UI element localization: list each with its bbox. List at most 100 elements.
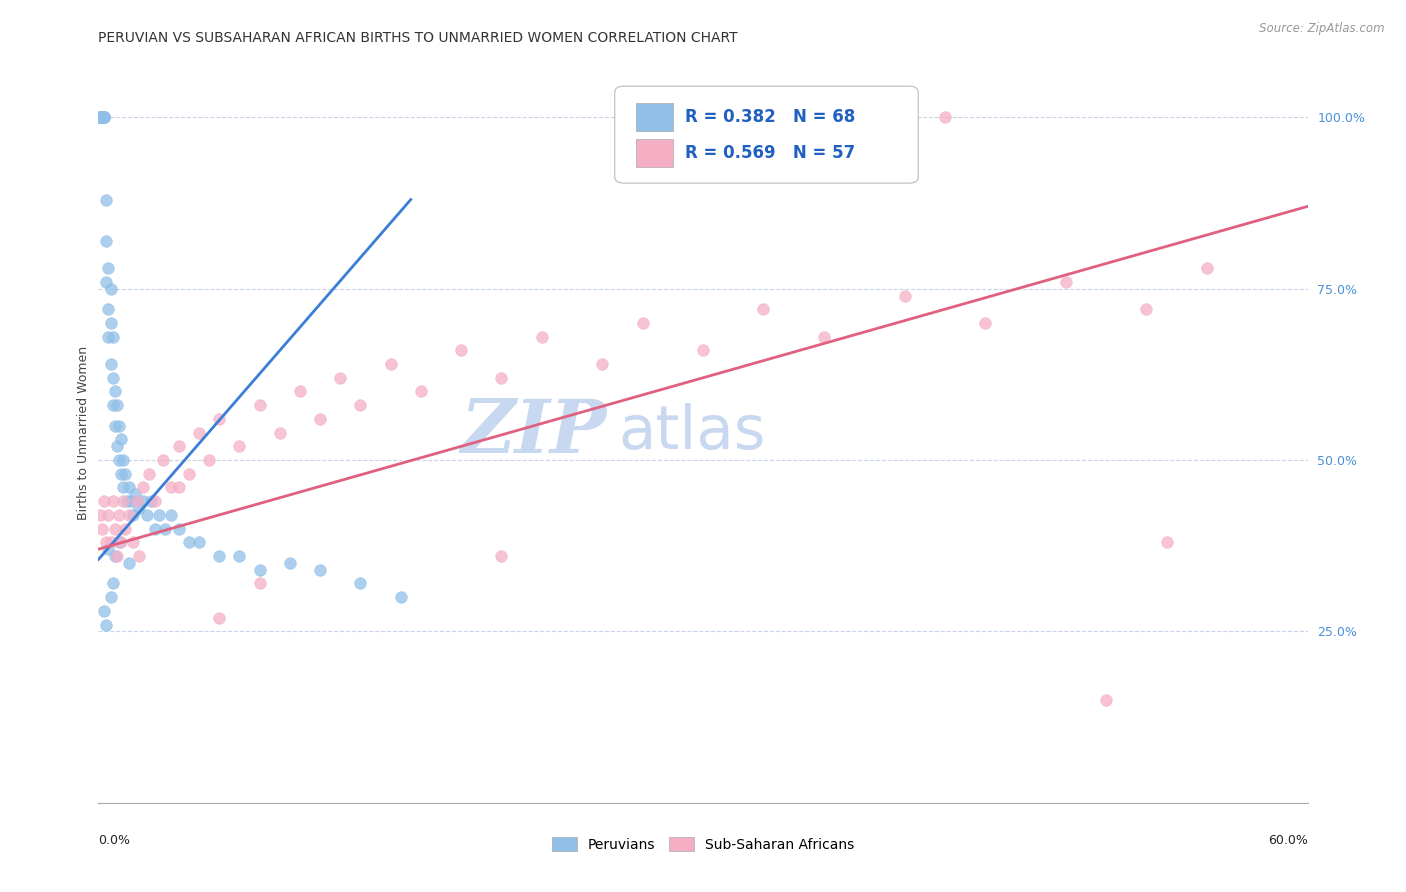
Point bbox=[228, 549, 250, 563]
Point bbox=[389, 590, 412, 604]
Point bbox=[249, 398, 271, 412]
Point bbox=[143, 494, 166, 508]
Point bbox=[110, 535, 132, 549]
Point bbox=[179, 535, 201, 549]
FancyBboxPatch shape bbox=[637, 103, 672, 131]
Point bbox=[188, 535, 211, 549]
Point bbox=[631, 316, 654, 330]
Point bbox=[96, 275, 118, 289]
Point bbox=[111, 480, 134, 494]
Point bbox=[1156, 535, 1178, 549]
Point bbox=[309, 563, 332, 577]
Point bbox=[132, 480, 155, 494]
Point bbox=[114, 522, 136, 536]
Text: PERUVIAN VS SUBSAHARAN AFRICAN BIRTHS TO UNMARRIED WOMEN CORRELATION CHART: PERUVIAN VS SUBSAHARAN AFRICAN BIRTHS TO… bbox=[98, 31, 738, 45]
Point bbox=[101, 398, 124, 412]
Point bbox=[105, 398, 128, 412]
Point bbox=[125, 494, 148, 508]
Point bbox=[89, 110, 111, 124]
Point bbox=[107, 535, 129, 549]
Point bbox=[530, 329, 553, 343]
Point bbox=[100, 316, 122, 330]
Point bbox=[110, 467, 132, 481]
Point bbox=[179, 467, 201, 481]
Point bbox=[491, 549, 513, 563]
Point bbox=[93, 110, 115, 124]
Point bbox=[288, 384, 311, 399]
Point bbox=[591, 357, 613, 371]
Point bbox=[93, 110, 115, 124]
Point bbox=[110, 433, 132, 447]
Point bbox=[101, 494, 124, 508]
Point bbox=[1135, 302, 1157, 317]
Point bbox=[105, 439, 128, 453]
Point bbox=[228, 439, 250, 453]
Point bbox=[96, 617, 118, 632]
Point bbox=[1054, 275, 1077, 289]
Point bbox=[349, 576, 371, 591]
Y-axis label: Births to Unmarried Women: Births to Unmarried Women bbox=[77, 345, 90, 520]
Point bbox=[249, 563, 271, 577]
Point bbox=[118, 480, 141, 494]
Point bbox=[111, 494, 134, 508]
Point bbox=[278, 556, 301, 570]
Point bbox=[139, 494, 162, 508]
Text: Source: ZipAtlas.com: Source: ZipAtlas.com bbox=[1260, 22, 1385, 36]
Point bbox=[309, 412, 332, 426]
Point bbox=[91, 110, 114, 124]
Point bbox=[121, 535, 143, 549]
Point bbox=[97, 302, 120, 317]
FancyBboxPatch shape bbox=[637, 138, 672, 167]
Text: 60.0%: 60.0% bbox=[1268, 833, 1308, 847]
Text: R = 0.569   N = 57: R = 0.569 N = 57 bbox=[685, 144, 855, 161]
Point bbox=[89, 110, 111, 124]
Point bbox=[107, 418, 129, 433]
Point bbox=[974, 316, 997, 330]
Point bbox=[269, 425, 291, 440]
Point bbox=[103, 418, 125, 433]
Point bbox=[93, 494, 115, 508]
Point bbox=[249, 576, 271, 591]
Point bbox=[188, 425, 211, 440]
Point bbox=[813, 329, 835, 343]
Point bbox=[491, 371, 513, 385]
Point bbox=[100, 282, 122, 296]
Point bbox=[143, 522, 166, 536]
Point bbox=[111, 453, 134, 467]
Point bbox=[118, 556, 141, 570]
Point bbox=[115, 494, 138, 508]
Point bbox=[93, 604, 115, 618]
Point bbox=[1095, 693, 1118, 707]
Point bbox=[1195, 261, 1218, 276]
Point bbox=[167, 522, 190, 536]
Point bbox=[160, 508, 183, 522]
Legend: Peruvians, Sub-Saharan Africans: Peruvians, Sub-Saharan Africans bbox=[544, 830, 862, 859]
Point bbox=[450, 343, 472, 358]
Point bbox=[752, 302, 775, 317]
Point bbox=[93, 110, 115, 124]
Point bbox=[152, 453, 174, 467]
Point bbox=[128, 549, 150, 563]
Point bbox=[89, 110, 111, 124]
Point bbox=[105, 549, 128, 563]
Point bbox=[101, 576, 124, 591]
Point bbox=[853, 110, 876, 124]
Point bbox=[103, 522, 125, 536]
Point bbox=[101, 329, 124, 343]
Point bbox=[198, 453, 221, 467]
Point bbox=[692, 343, 714, 358]
Point bbox=[97, 261, 120, 276]
Point bbox=[101, 371, 124, 385]
Point bbox=[893, 288, 915, 302]
Point bbox=[114, 467, 136, 481]
Point bbox=[349, 398, 371, 412]
Point bbox=[167, 480, 190, 494]
Point bbox=[120, 494, 142, 508]
Point bbox=[93, 110, 115, 124]
FancyBboxPatch shape bbox=[614, 87, 918, 183]
Point bbox=[97, 542, 120, 557]
Text: R = 0.382   N = 68: R = 0.382 N = 68 bbox=[685, 108, 855, 127]
Point bbox=[97, 329, 120, 343]
Point bbox=[107, 508, 129, 522]
Point bbox=[96, 234, 118, 248]
